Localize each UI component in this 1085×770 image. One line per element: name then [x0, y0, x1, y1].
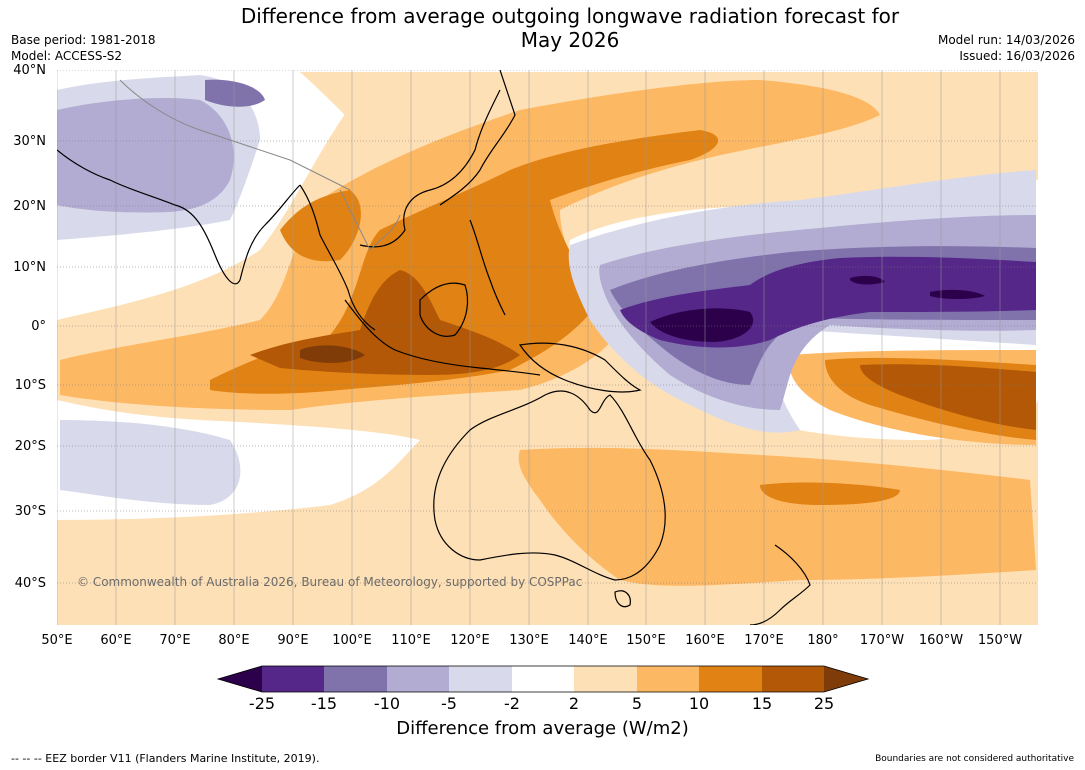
model-run: Model run: 14/03/2026	[937, 33, 1075, 47]
colorbar-tick: -5	[441, 694, 457, 713]
colorbar-segment	[512, 666, 574, 692]
coast-china-east	[439, 70, 516, 206]
lon-label: 100°E	[332, 633, 372, 648]
colorbar-segment	[387, 666, 449, 692]
coast-india-arabia	[57, 149, 301, 285]
colorbar-segment	[762, 666, 824, 692]
longitude-labels: 50°E 60°E 70°E 80°E 90°E 100°E 110°E 120…	[41, 633, 1022, 648]
lat-label: 30°S	[15, 504, 46, 519]
colorbar-tick: -10	[374, 694, 400, 713]
coast-new-guinea	[518, 342, 642, 393]
copyright-text: © Commonwealth of Australia 2026, Bureau…	[77, 575, 582, 589]
colorbar-segment	[449, 666, 512, 692]
coast-se-asia	[299, 89, 501, 331]
anomaly-region-neg-light	[57, 98, 234, 213]
latitude-labels: 40°N 30°N 20°N 10°N 0° 10°S 20°S 30°S 40…	[13, 63, 46, 591]
map-title: Difference from average outgoing longwav…	[170, 4, 970, 52]
lon-label: 140°E	[568, 633, 608, 648]
anomaly-region-pos-dark	[210, 130, 719, 394]
colorbar-title: Difference from average (W/m2)	[396, 718, 689, 739]
colorbar-segment	[262, 666, 324, 692]
anomaly-region-neg-extreme	[650, 308, 754, 342]
model-name: Model: ACCESS-S2	[11, 49, 123, 63]
colorbar-tick: 25	[814, 694, 834, 713]
coast-borneo	[419, 282, 469, 337]
boundaries-disclaimer: Boundaries are not considered authoritat…	[875, 754, 1074, 764]
country-borders	[119, 79, 401, 251]
coast-tasmania	[614, 590, 631, 608]
lat-label: 30°N	[13, 134, 46, 149]
colorbar-ticks: -25 -15 -10 -5 -2 2 5 10 15 25	[249, 694, 834, 713]
lon-label: 170°W	[860, 633, 904, 648]
colorbar-tick: 5	[632, 694, 642, 713]
colorbar-tick: 15	[752, 694, 772, 713]
colorbar-tick: -25	[249, 694, 275, 713]
lon-label: 160°W	[919, 633, 963, 648]
coast-new-zealand	[749, 544, 811, 625]
lat-label: 10°N	[13, 260, 46, 275]
coast-philippines	[469, 219, 506, 316]
lon-label: 110°E	[391, 633, 431, 648]
colorbar-segment	[324, 666, 387, 692]
lon-label: 150°W	[978, 633, 1022, 648]
lon-label: 60°E	[100, 633, 131, 648]
meta-right: Model run: 14/03/2026 Issued: 16/03/2026	[938, 32, 1075, 64]
meta-left: Base period: 1981-2018 Model: ACCESS-S2	[11, 32, 156, 64]
title-line-1: Difference from average outgoing longwav…	[240, 4, 900, 28]
lat-label: 0°	[31, 319, 46, 334]
lon-label: 170°E	[744, 633, 784, 648]
colorbar-segment	[699, 666, 762, 692]
lat-label: 40°S	[15, 576, 46, 591]
lat-label: 20°N	[13, 199, 46, 214]
base-period: Base period: 1981-2018	[11, 33, 156, 47]
colorbar-segment	[637, 666, 699, 692]
lat-label: 40°N	[13, 63, 46, 78]
colorbar-tick: 10	[689, 694, 709, 713]
lon-label: 50°E	[41, 633, 72, 648]
lon-label: 160°E	[685, 633, 725, 648]
lon-label: 180°	[807, 633, 838, 648]
lon-label: 120°E	[450, 633, 490, 648]
anomaly-field	[57, 70, 1038, 625]
lat-label: 20°S	[15, 439, 46, 454]
meridians	[57, 70, 1001, 625]
coast-sumatra-java	[344, 299, 541, 376]
lon-label: 150°E	[626, 633, 666, 648]
lon-label: 130°E	[509, 633, 549, 648]
lon-label: 90°E	[277, 633, 308, 648]
lon-label: 80°E	[218, 633, 249, 648]
title-line-2: May 2026	[520, 28, 620, 52]
colorbar-segment	[574, 666, 637, 692]
lon-label: 70°E	[159, 633, 190, 648]
colorbar	[216, 665, 870, 693]
colorbar-tick: -15	[311, 694, 337, 713]
issued-date: Issued: 16/03/2026	[959, 49, 1075, 63]
colorbar-min-arrow	[218, 666, 262, 692]
coastlines	[57, 70, 811, 625]
coast-australia	[433, 390, 666, 581]
eez-footnote: -- -- -- EEZ border V11 (Flanders Marine…	[11, 752, 320, 765]
lat-label: 10°S	[15, 378, 46, 393]
colorbar-max-arrow	[824, 666, 868, 692]
colorbar-tick: -2	[504, 694, 520, 713]
colorbar-tick: 2	[569, 694, 579, 713]
